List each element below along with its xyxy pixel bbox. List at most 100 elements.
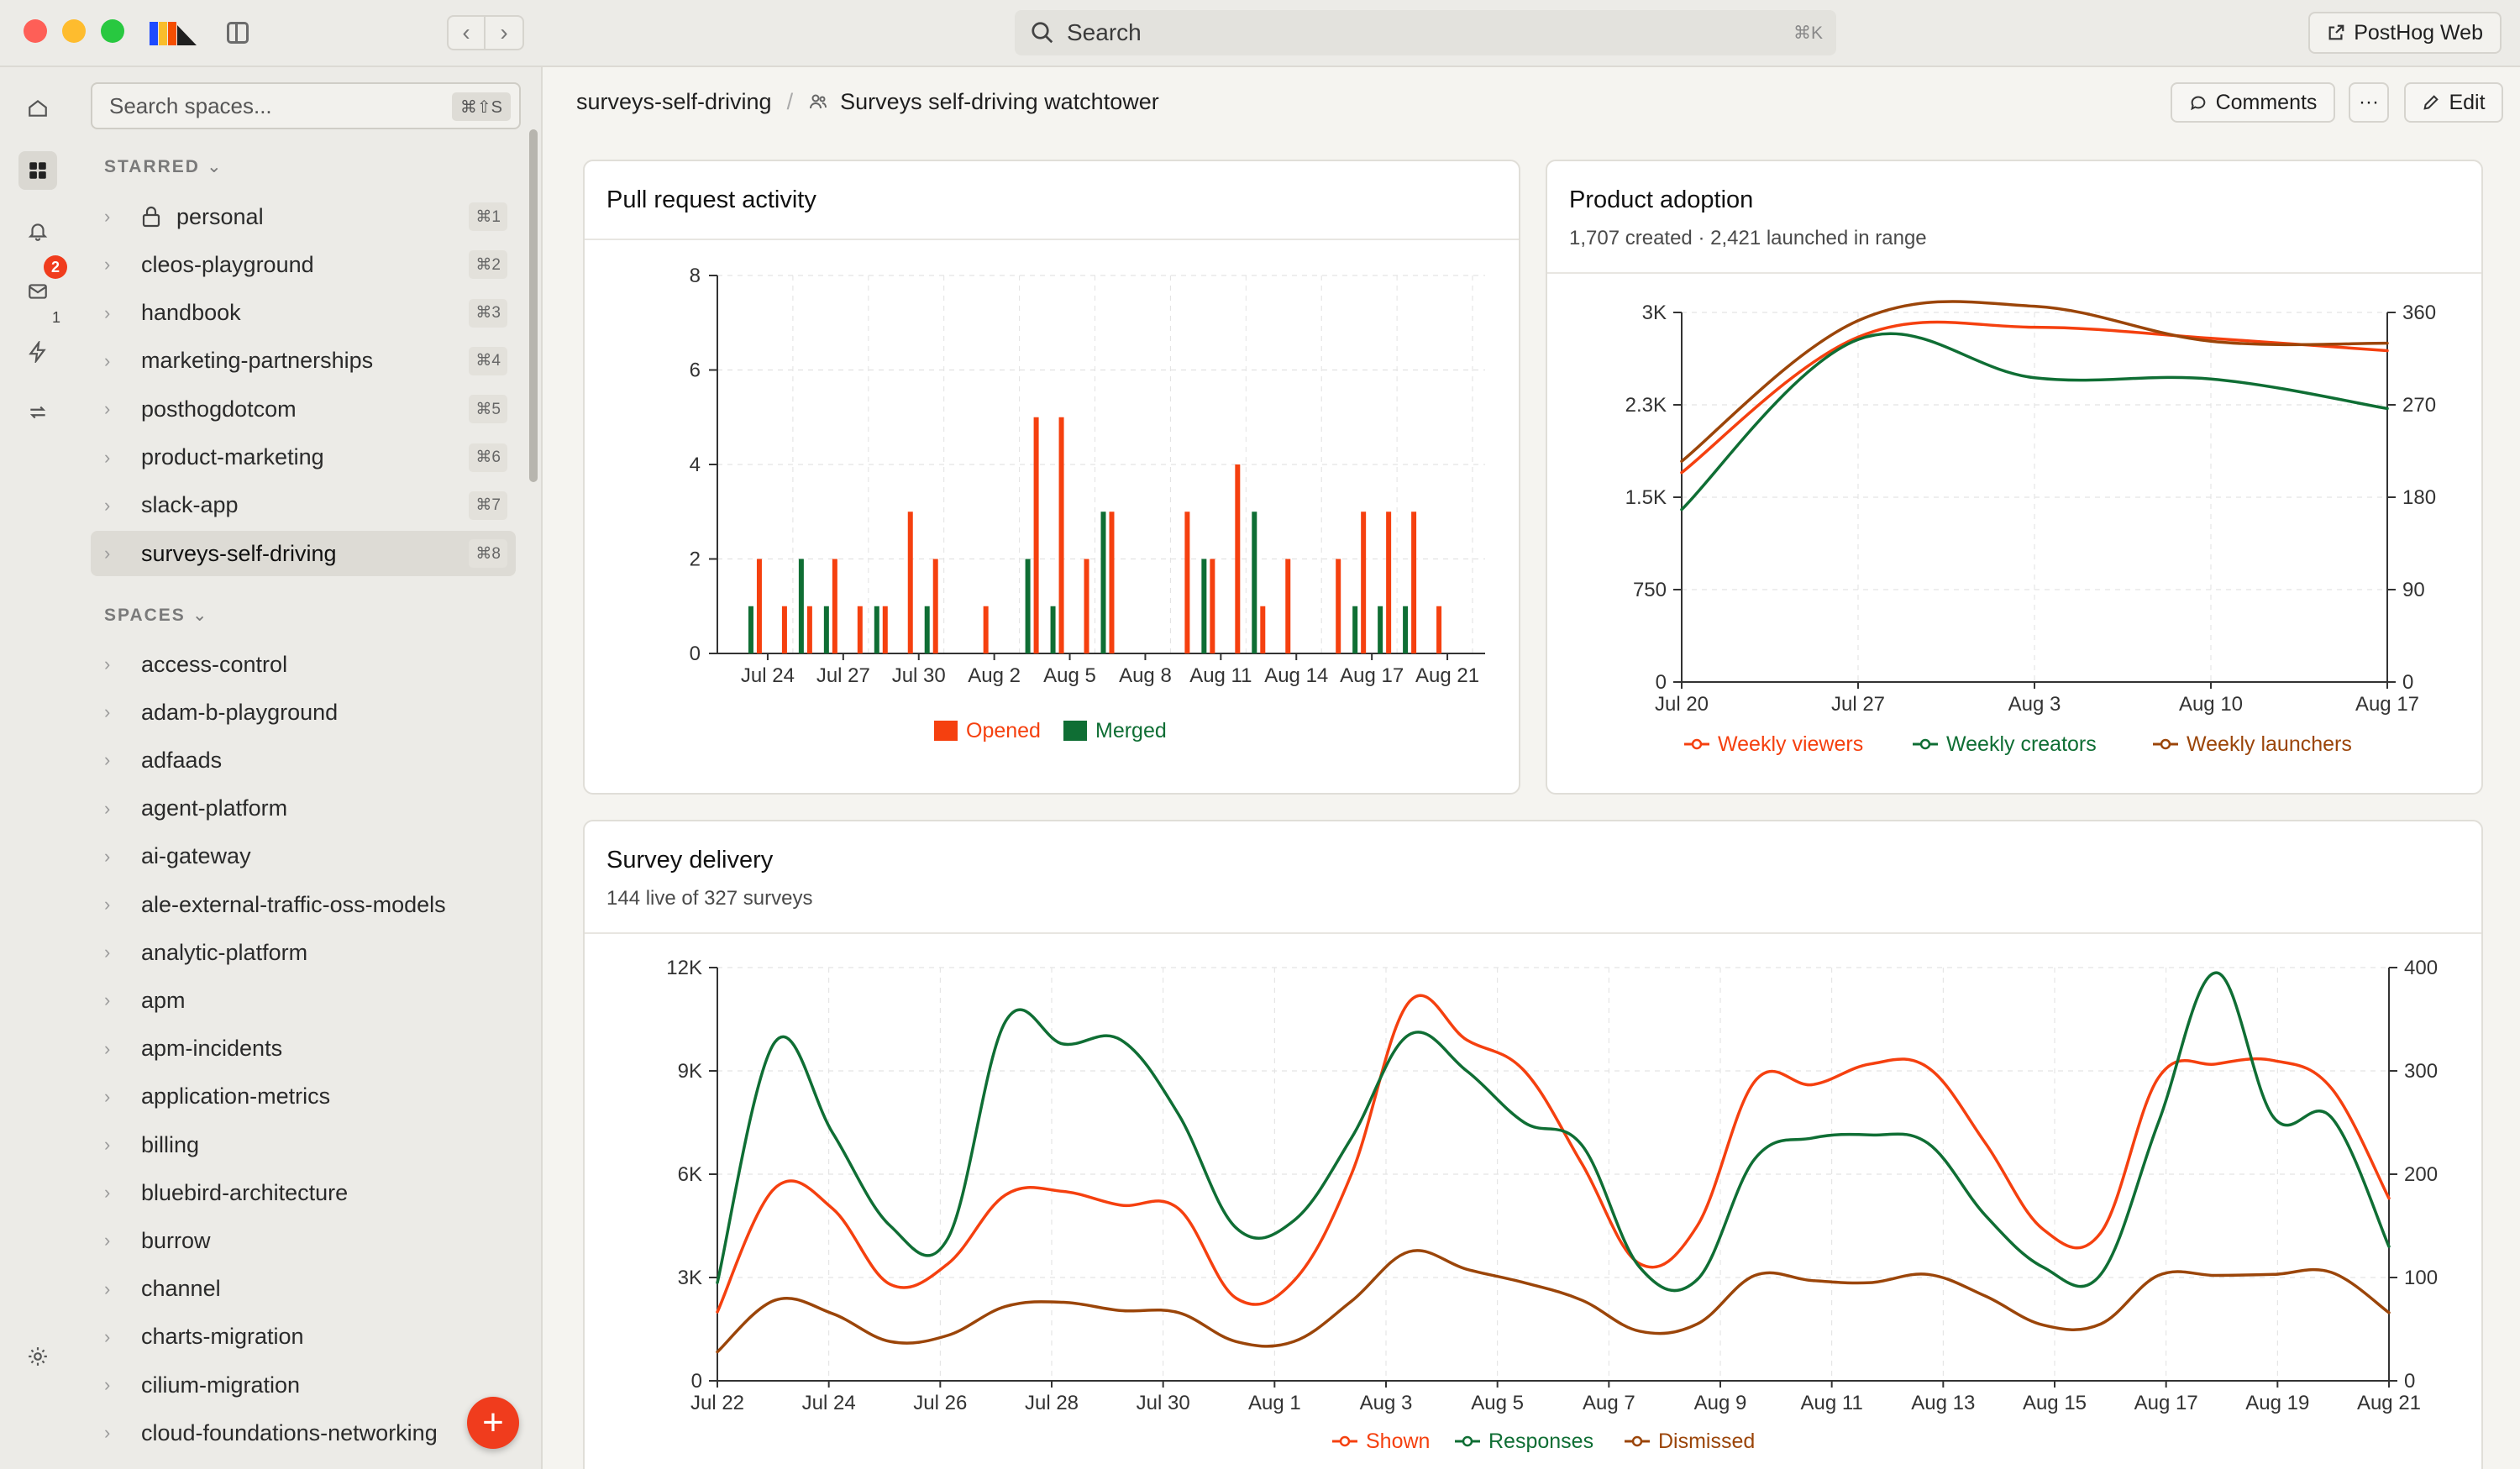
bar-opened[interactable] xyxy=(983,606,989,653)
legend-item-dismissed[interactable]: Dismissed xyxy=(1625,1430,1755,1453)
bar-opened[interactable] xyxy=(1361,512,1367,653)
bar-opened[interactable] xyxy=(1285,559,1291,654)
window-close-button[interactable] xyxy=(24,19,47,43)
bar-opened[interactable] xyxy=(1033,417,1039,653)
bar-merged[interactable] xyxy=(874,606,879,653)
bar-opened[interactable] xyxy=(907,512,913,653)
breadcrumb-space[interactable]: surveys-self-driving xyxy=(576,88,772,114)
sidebar-item-adam-b-playground[interactable]: › adam-b-playground xyxy=(91,690,516,735)
sidebar-item-cilium-migration[interactable]: › cilium-migration xyxy=(91,1362,516,1408)
sidebar-item-adfaads[interactable]: › adfaads xyxy=(91,737,516,783)
bar-merged[interactable] xyxy=(1352,606,1358,653)
chevron-right-icon[interactable]: › xyxy=(104,797,111,819)
sidebar-item-apm[interactable]: › apm xyxy=(91,978,516,1023)
bar-merged[interactable] xyxy=(924,606,930,653)
legend-item-weekly-creators[interactable]: Weekly creators xyxy=(1913,732,2097,756)
sidebar-scrollbar[interactable] xyxy=(529,129,538,482)
series-line-weekly-launchers[interactable] xyxy=(1680,300,2389,463)
sidebar-item-cloud-foundations-networking[interactable]: › cloud-foundations-networking xyxy=(91,1410,516,1456)
app-logo[interactable] xyxy=(150,18,197,45)
legend-item-merged[interactable]: Merged xyxy=(1063,719,1167,742)
bar-merged[interactable] xyxy=(1050,606,1056,653)
chevron-right-icon[interactable]: › xyxy=(104,1134,111,1155)
chevron-right-icon[interactable]: › xyxy=(104,942,111,963)
chevron-right-icon[interactable]: › xyxy=(104,1182,111,1204)
series-line-weekly-creators[interactable] xyxy=(1680,332,2389,512)
chevron-right-icon[interactable]: › xyxy=(104,254,111,275)
sidebar-item-posthogdotcom[interactable]: › posthogdotcom ⌘5 xyxy=(91,386,516,432)
chevron-right-icon[interactable]: › xyxy=(104,398,111,420)
bar-merged[interactable] xyxy=(748,606,753,653)
bar-merged[interactable] xyxy=(1025,559,1031,654)
bar-merged[interactable] xyxy=(1100,512,1106,653)
sidebar-item-access-control[interactable]: › access-control xyxy=(91,642,516,687)
forward-button[interactable]: › xyxy=(486,15,524,50)
sidebar-item-analytic-platform[interactable]: › analytic-platform xyxy=(91,930,516,975)
chevron-right-icon[interactable]: › xyxy=(104,894,111,915)
bar-opened[interactable] xyxy=(1386,512,1392,653)
legend-item-weekly-viewers[interactable]: Weekly viewers xyxy=(1684,732,1863,756)
chevron-right-icon[interactable]: › xyxy=(104,494,111,516)
sidebar-item-cleos-playground[interactable]: › cleos-playground ⌘2 xyxy=(91,242,516,287)
sidebar-item-billing[interactable]: › billing xyxy=(91,1122,516,1167)
sidebar-item-product-marketing[interactable]: › product-marketing ⌘6 xyxy=(91,435,516,480)
bar-opened[interactable] xyxy=(857,606,863,653)
chevron-right-icon[interactable]: › xyxy=(104,653,111,674)
series-line-dismissed[interactable] xyxy=(716,1249,2391,1354)
sidebar-toggle-icon[interactable] xyxy=(227,22,249,44)
chevron-right-icon[interactable]: › xyxy=(104,1325,111,1347)
chevron-right-icon[interactable]: › xyxy=(104,1278,111,1299)
legend-item-opened[interactable]: Opened xyxy=(934,719,1041,742)
bar-opened[interactable] xyxy=(1436,606,1442,653)
comments-button[interactable]: Comments xyxy=(2171,82,2335,123)
chevron-right-icon[interactable]: › xyxy=(104,1230,111,1251)
add-space-button[interactable]: + xyxy=(467,1397,519,1449)
sidebar-item-apm-incidents[interactable]: › apm-incidents xyxy=(91,1026,516,1072)
bar-opened[interactable] xyxy=(1260,606,1266,653)
chevron-right-icon[interactable]: › xyxy=(104,1085,111,1107)
bar-opened[interactable] xyxy=(1235,464,1241,653)
chevron-right-icon[interactable]: › xyxy=(104,701,111,723)
bar-opened[interactable] xyxy=(1210,559,1215,654)
window-minimize-button[interactable] xyxy=(62,19,86,43)
bar-opened[interactable] xyxy=(1411,512,1417,653)
bar-merged[interactable] xyxy=(1378,606,1383,653)
sidebar-item-ai-gateway[interactable]: › ai-gateway xyxy=(91,834,516,879)
chevron-right-icon[interactable]: › xyxy=(104,1037,111,1059)
sidebar-item-personal[interactable]: › personal ⌘1 xyxy=(91,194,516,239)
chevron-right-icon[interactable]: › xyxy=(104,749,111,771)
more-options-button[interactable]: ··· xyxy=(2349,82,2389,123)
legend-item-weekly-launchers[interactable]: Weekly launchers xyxy=(2153,732,2352,756)
spaces-section-header[interactable]: SPACES ⌄ xyxy=(104,605,208,626)
starred-section-header[interactable]: STARRED ⌄ xyxy=(104,156,223,177)
bar-opened[interactable] xyxy=(1336,559,1341,654)
bar-merged[interactable] xyxy=(1403,606,1409,653)
bar-opened[interactable] xyxy=(1084,559,1089,654)
chevron-right-icon[interactable]: › xyxy=(104,543,111,564)
back-button[interactable]: ‹ xyxy=(447,15,486,50)
chevron-right-icon[interactable]: › xyxy=(104,1374,111,1395)
bar-opened[interactable] xyxy=(756,559,762,654)
sidebar-item-marketing-partnerships[interactable]: › marketing-partnerships ⌘4 xyxy=(91,338,516,384)
bar-opened[interactable] xyxy=(781,606,787,653)
home-icon[interactable] xyxy=(18,89,57,128)
chevron-right-icon[interactable]: › xyxy=(104,302,111,323)
bar-merged[interactable] xyxy=(798,559,804,654)
settings-icon[interactable] xyxy=(18,1337,57,1376)
open-web-button[interactable]: PostHog Web xyxy=(2308,12,2502,54)
bar-opened[interactable] xyxy=(1058,417,1064,653)
bar-opened[interactable] xyxy=(832,559,837,654)
window-maximize-button[interactable] xyxy=(101,19,124,43)
chevron-right-icon[interactable]: › xyxy=(104,349,111,371)
chevron-right-icon[interactable]: › xyxy=(104,446,111,468)
edit-button[interactable]: Edit xyxy=(2404,82,2503,123)
spaces-icon[interactable] xyxy=(18,151,57,190)
bar-merged[interactable] xyxy=(823,606,829,653)
bar-opened[interactable] xyxy=(806,606,812,653)
sidebar-item-surveys-self-driving[interactable]: › surveys-self-driving ⌘8 xyxy=(91,531,516,577)
series-line-shown[interactable] xyxy=(716,994,2391,1314)
sidebar-item-slack-app[interactable]: › slack-app ⌘7 xyxy=(91,483,516,528)
bar-opened[interactable] xyxy=(1109,512,1115,653)
sidebar-item-application-metrics[interactable]: › application-metrics xyxy=(91,1074,516,1120)
sidebar-item-handbook[interactable]: › handbook ⌘3 xyxy=(91,291,516,336)
